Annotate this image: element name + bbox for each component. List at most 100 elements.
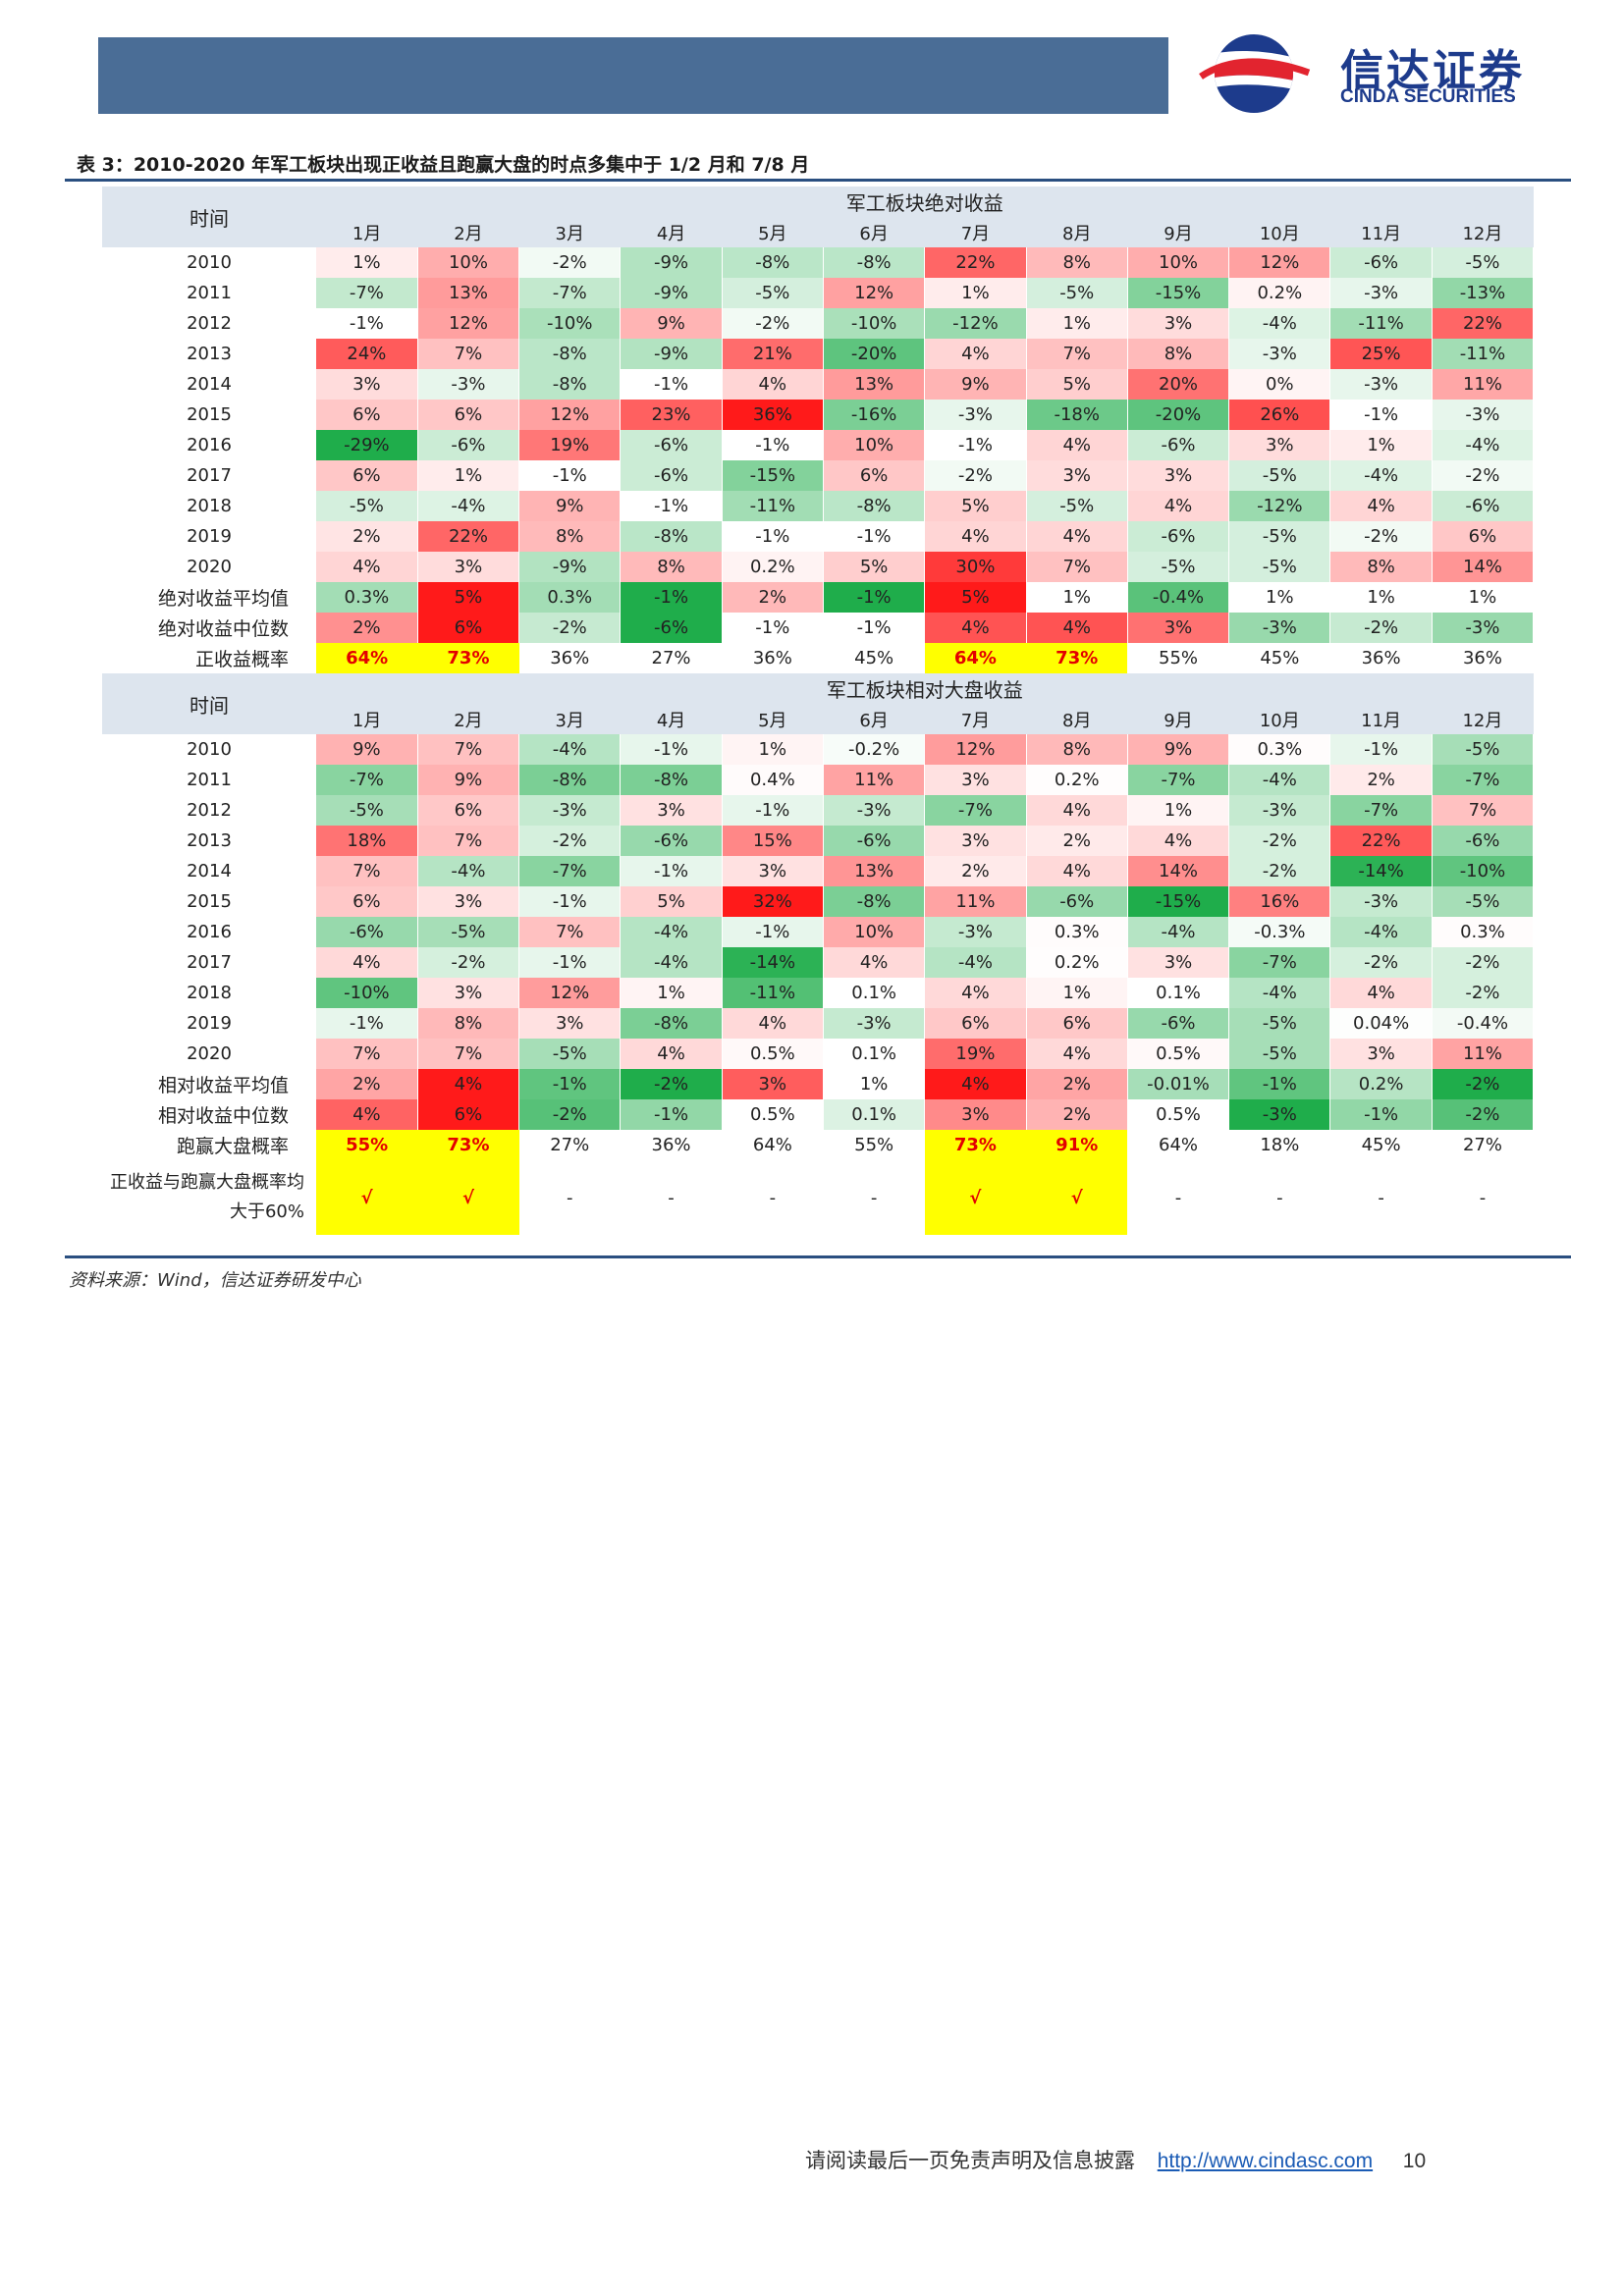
stat-cell: 4% — [417, 1069, 520, 1099]
stat-cell: 2% — [722, 582, 824, 613]
return-cell: -7% — [316, 765, 418, 795]
probability-cell: 36% — [1361, 648, 1401, 668]
time-header: 时间 — [102, 187, 316, 247]
return-cell: -8% — [620, 521, 723, 552]
stat-cell: -2% — [518, 613, 622, 643]
return-cell: 1% — [722, 734, 824, 765]
absolute-year-row: 2011 -7% 13% -7% -9% -5% 12% 1% -5% -15% 0.2% -3% -1… — [102, 278, 1535, 308]
relative-year-row: 2019 -1% 8% 3% -8% 4% -3% 6% 6% -6% -5% 0.04% -0.4% — [102, 1008, 1535, 1039]
return-cell: 8% — [1329, 552, 1433, 582]
return-cell: 0.2% — [722, 552, 824, 582]
return-cell: -15% — [722, 460, 824, 491]
return-cell: 4% — [1329, 978, 1433, 1008]
return-cell: 5% — [924, 491, 1027, 521]
return-cell: 4% — [316, 947, 418, 978]
return-cell: 7% — [316, 856, 418, 886]
return-cell: -5% — [1228, 552, 1331, 582]
year-label: 2020 — [187, 1043, 232, 1064]
both-criteria-cell: - — [566, 1187, 573, 1208]
both-criteria-cell: - — [1479, 1187, 1487, 1208]
return-cell: 3% — [1127, 460, 1230, 491]
return-cell: -20% — [1127, 400, 1230, 430]
return-cell: -8% — [722, 247, 824, 278]
stat-cell: -1% — [620, 582, 723, 613]
both-criteria-cell: - — [870, 1187, 878, 1208]
month-header: 11月 — [1329, 704, 1433, 734]
return-cell: -3% — [1329, 886, 1433, 917]
probability-cell: 27% — [651, 648, 691, 668]
return-cell: -1% — [316, 1008, 418, 1039]
stat-cell: -6% — [620, 613, 723, 643]
website-link[interactable]: http://www.cindasc.com — [1157, 2150, 1374, 2172]
absolute-year-row: 2016 -29% -6% 19% -6% -1% 10% -1% 4% -6% 3% 1% -4% — [102, 430, 1535, 460]
return-cell: 7% — [417, 734, 520, 765]
stat-cell: -2% — [620, 1069, 723, 1099]
return-cell: 36% — [722, 400, 824, 430]
stat-cell: 2% — [1026, 1099, 1128, 1130]
return-cell: -3% — [924, 917, 1027, 947]
return-cell: -8% — [518, 765, 622, 795]
relative-year-row: 2018 -10% 3% 12% 1% -11% 0.1% 4% 1% 0.1% -4% 4% -2% — [102, 978, 1535, 1008]
absolute-probability-row: 正收益概率 64% 73% 36% 27% 36% 45% 64% 73% 55% 45% 36% 36… — [102, 643, 1534, 673]
return-cell: -9% — [620, 247, 723, 278]
return-cell: 6% — [1432, 521, 1535, 552]
return-cell: 7% — [417, 339, 520, 369]
return-cell: 7% — [417, 1039, 520, 1069]
return-cell: -6% — [1127, 430, 1230, 460]
return-cell: -3% — [823, 795, 926, 826]
stat-label: 绝对收益中位数 — [157, 618, 289, 640]
return-cell: 4% — [722, 369, 824, 400]
return-cell: -8% — [620, 765, 723, 795]
return-cell: -5% — [1026, 491, 1128, 521]
month-header: 12月 — [1432, 217, 1534, 247]
return-cell: -3% — [1329, 278, 1433, 308]
stat-cell: 5% — [417, 582, 520, 613]
return-cell: 3% — [316, 369, 418, 400]
year-label: 2013 — [187, 344, 232, 364]
absolute-title-row: 时间 军工板块绝对收益 — [102, 187, 1534, 247]
stat-label: 相对收益中位数 — [157, 1105, 289, 1127]
logo-english-name: CINDA SECURITIES — [1340, 86, 1516, 107]
return-cell: 6% — [417, 400, 520, 430]
probability-cell: 73% — [1026, 643, 1128, 673]
return-cell: 1% — [1026, 978, 1128, 1008]
return-cell: 12% — [518, 978, 622, 1008]
return-cell: 3% — [1026, 460, 1128, 491]
return-cell: 6% — [316, 460, 418, 491]
return-cell: 22% — [1432, 308, 1535, 339]
disclaimer-text: 请阅读最后一页免责声明及信息披露 — [805, 2149, 1135, 2172]
relative-year-row: 2017 4% -2% -1% -4% -14% 4% -4% 0.2% 3% -7% -2% -2% — [102, 947, 1535, 978]
probability-cell: 91% — [1026, 1130, 1128, 1160]
probability-cell: 64% — [316, 643, 418, 673]
probability-cell: 73% — [924, 1130, 1027, 1160]
return-cell: 4% — [1026, 430, 1128, 460]
year-label: 2020 — [187, 557, 232, 577]
return-cell: -5% — [1026, 278, 1128, 308]
return-cell: 23% — [620, 400, 723, 430]
return-cell: 8% — [1026, 247, 1128, 278]
stat-cell: 2% — [1026, 1069, 1128, 1099]
return-cell: -4% — [924, 947, 1027, 978]
probability-cell: 27% — [1462, 1135, 1502, 1155]
return-cell: 0.2% — [1026, 947, 1128, 978]
return-cell: 4% — [1026, 856, 1128, 886]
return-cell: 11% — [1432, 369, 1535, 400]
month-header: 2月 — [417, 217, 519, 247]
return-cell: 3% — [620, 795, 723, 826]
year-label: 2011 — [187, 283, 232, 303]
return-cell: 3% — [924, 826, 1027, 856]
return-cell: -0.2% — [823, 734, 926, 765]
return-cell: -5% — [316, 795, 418, 826]
year-label: 2010 — [187, 252, 232, 273]
month-header: 8月 — [1026, 217, 1128, 247]
relative-section-title: 军工板块相对大盘收益 — [316, 673, 1534, 704]
return-cell: -4% — [1228, 765, 1331, 795]
stat-cell: -2% — [1329, 613, 1433, 643]
year-label: 2015 — [187, 404, 232, 425]
return-cell: -4% — [1329, 917, 1433, 947]
return-cell: 3% — [722, 856, 824, 886]
return-cell: -4% — [1127, 917, 1230, 947]
header-banner — [98, 37, 1168, 114]
return-cell: 6% — [1026, 1008, 1128, 1039]
return-cell: -2% — [1228, 856, 1331, 886]
